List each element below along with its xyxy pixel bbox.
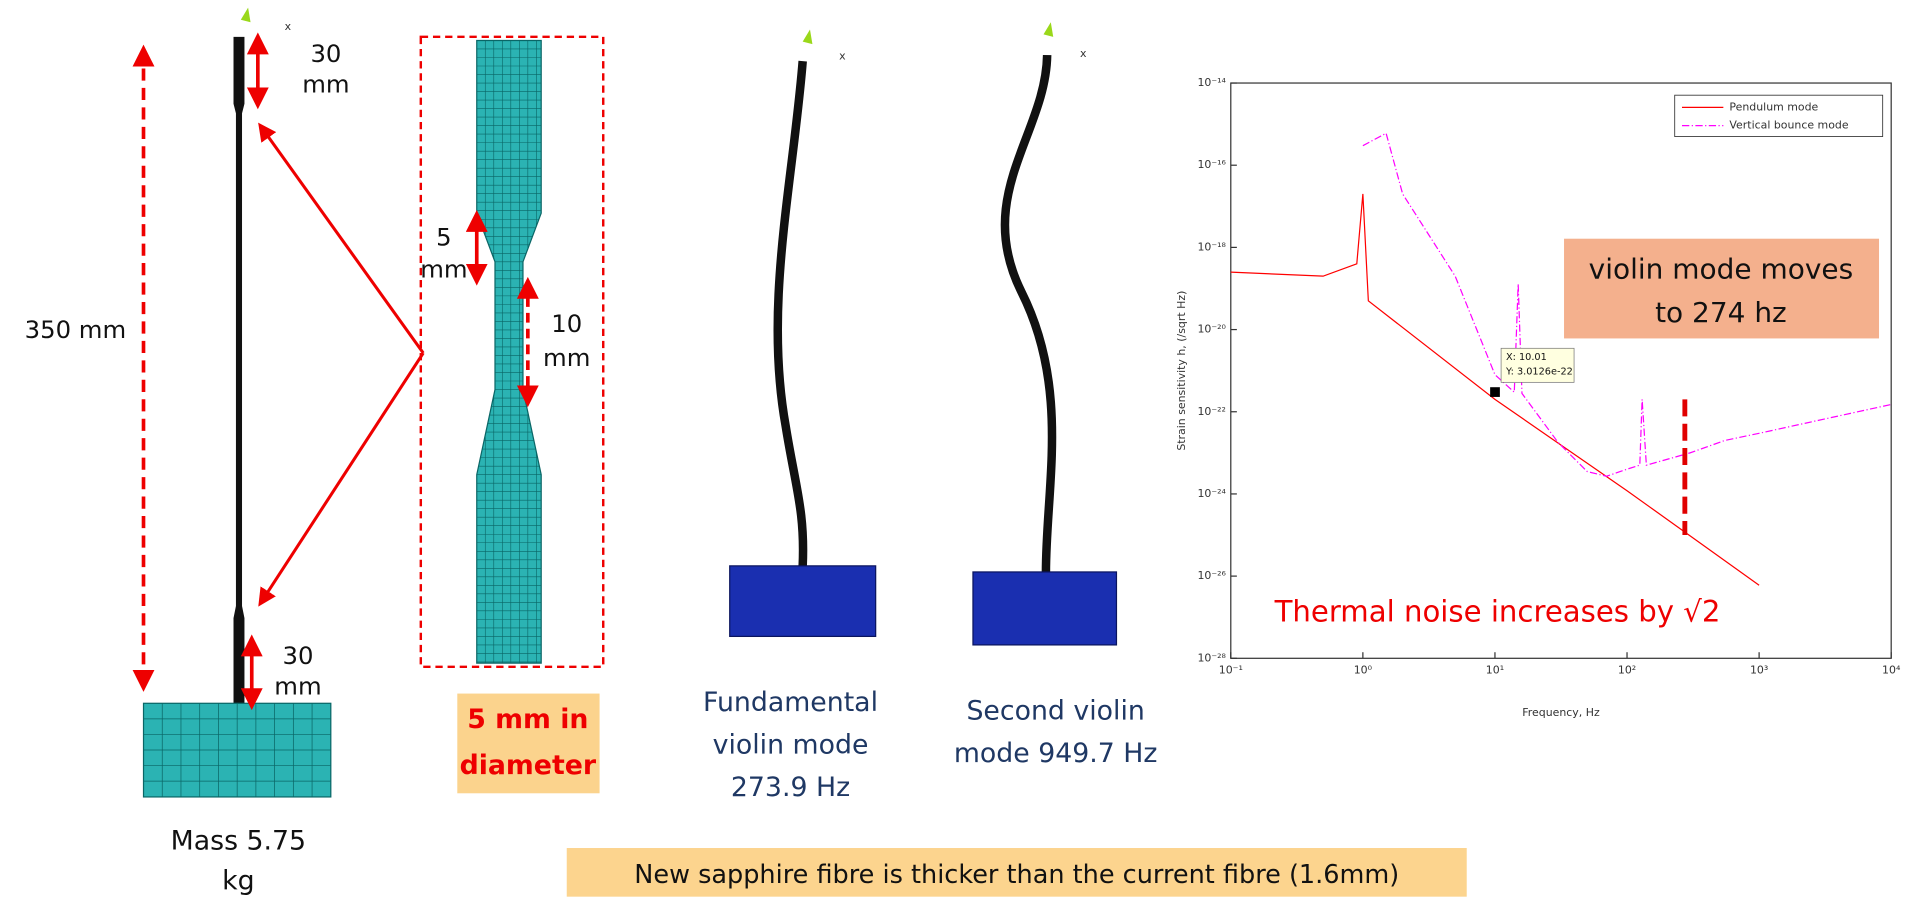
x-tick-label: 10² [1618,663,1636,676]
axis-glyph [241,8,251,23]
x-tick-label: 10⁰ [1354,663,1372,676]
length-label: 350 mm [25,315,127,344]
mass [973,572,1117,645]
annotation: violin mode moves [1589,252,1854,285]
cursor-text: Y: 3.0126e-22 [1505,366,1573,377]
plot: 10⁻¹ 10⁰ 10¹ 10² 10³ 10⁴ 10⁻¹⁴ 10⁻¹⁶ 10⁻¹⁸ 10⁻²⁰ 1… [1175,76,1901,719]
mass-label: kg [222,866,254,897]
x-axis-label: Frequency, Hz [1522,706,1600,719]
y-tick-label: 10⁻²⁴ [1197,487,1226,500]
mode-label: 273.9 Hz [731,772,850,803]
y-tick-label: 10⁻¹⁴ [1197,76,1226,89]
axis-letter: x [285,20,292,33]
neck-label: mm [274,671,321,700]
axis-letter: x [839,49,846,62]
mass-label: Mass 5.75 [171,825,306,856]
x-tick-label: 10⁻¹ [1219,663,1243,676]
y-axis-label: Strain sensitivity h, (/sqrt Hz) [1175,291,1188,451]
axis-letter: x [1080,47,1087,60]
mode-label: Second violin [966,695,1144,726]
mass [730,566,876,637]
cursor-point [1490,387,1500,397]
neck-length-label: 10 [551,309,582,338]
diameter-label: diameter [460,750,597,781]
taper-label: mm [420,254,467,283]
cursor-text: X: 10.01 [1506,352,1547,363]
x-tick-label: 10¹ [1486,663,1504,676]
axis-glyph [1043,22,1053,37]
pointer [260,353,423,604]
y-tick-label: 10⁻¹⁶ [1197,158,1226,171]
mode-label: violin mode [713,729,869,760]
thermal-note: Thermal noise increases by √2 [1274,594,1721,628]
fibre [1005,55,1052,572]
y-tick-label: 10⁻¹⁸ [1197,240,1225,253]
fibre [778,61,803,566]
legend-label: Vertical bounce mode [1729,119,1848,132]
x-tick-label: 10³ [1750,663,1768,676]
footer: New sapphire fibre is thicker than the c… [634,860,1399,890]
axis-glyph [803,30,813,45]
diagram: x 350 mm 30 mm 30 mm Mass 5.75 kg 5 mm 1… [25,8,1467,897]
annotation: to 274 hz [1655,296,1787,329]
y-tick-label: 10⁻²⁸ [1197,651,1225,664]
diameter-label: 5 mm in [467,704,588,735]
x-tick-label: 10⁴ [1882,663,1901,676]
neck-label: 30 [283,641,314,670]
slide: x 350 mm 30 mm 30 mm Mass 5.75 kg 5 mm 1… [0,0,1907,897]
neck-label: mm [302,69,349,98]
neck-length-label: mm [543,343,590,372]
y-tick-label: 10⁻²⁶ [1197,569,1226,582]
mode-label: mode 949.7 Hz [954,738,1158,769]
neck-label: 30 [310,39,341,68]
pointer [260,126,423,353]
taper-label: 5 [436,223,451,252]
mode-label: Fundamental [703,687,878,718]
y-tick-label: 10⁻²² [1197,405,1225,418]
fibre [234,37,245,703]
legend-label: Pendulum mode [1729,100,1818,113]
y-tick-label: 10⁻²⁰ [1197,323,1225,336]
